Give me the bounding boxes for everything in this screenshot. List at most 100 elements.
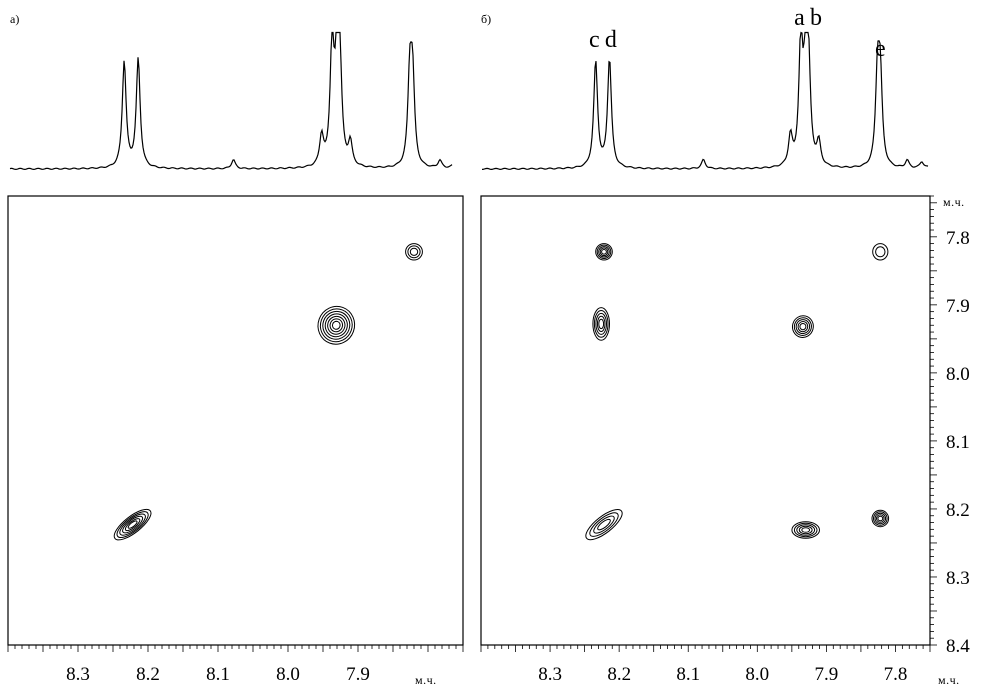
- x-tick-label-7.9: 7.9: [815, 664, 839, 685]
- contour-level: [595, 312, 608, 335]
- x-tick-label-8.1: 8.1: [206, 664, 230, 685]
- cross-peak-3: [592, 307, 611, 341]
- panel-b-x-tick-labels: 8.3 8.2 8.1 8.0 7.9 7.8: [538, 664, 907, 685]
- panel-b-1d-spectrum: [482, 31, 929, 171]
- contour-level: [324, 313, 348, 338]
- contour-level: [596, 315, 606, 332]
- contour-level: [124, 518, 141, 532]
- contour-level: [599, 247, 609, 257]
- contour-level: [592, 307, 611, 341]
- panel-b-y-unit: м.ч.: [943, 195, 965, 209]
- contour-level: [793, 317, 812, 336]
- contour-level: [791, 315, 814, 338]
- contour-level: [322, 310, 351, 340]
- contour-level: [796, 524, 816, 536]
- contour-level: [127, 520, 138, 529]
- contour-level: [409, 247, 419, 256]
- contour-level: [319, 308, 353, 343]
- cross-peak-7: [871, 509, 890, 528]
- cross-peak-2: [872, 243, 889, 261]
- contour-level: [317, 305, 356, 345]
- peak-label-d: d: [605, 27, 617, 53]
- panel-b-plot-frame: [480, 195, 931, 646]
- x-tick-label-8.0: 8.0: [276, 664, 300, 685]
- y-tick-label-8.2: 8.2: [946, 500, 970, 521]
- cross-peak-2: [317, 305, 356, 345]
- contour-level: [122, 515, 144, 534]
- panel-a-label: а): [10, 12, 19, 26]
- cross-peak-4: [791, 315, 814, 338]
- cross-peak-3: [113, 508, 152, 541]
- panel-a: а) 8.3 8.2 8.1 8.0 7.9 м.ч.: [7, 12, 464, 687]
- panel-b-label: б): [481, 12, 491, 26]
- panel-b-minor-ticks: [480, 195, 937, 652]
- contour-level: [597, 518, 611, 531]
- contour-level: [595, 243, 613, 261]
- contour-level: [585, 509, 623, 541]
- contour-level: [793, 522, 818, 538]
- panel-b: б) c d a b e 8.3 8.2 8.1 8.0 7.9 7.8 м.ч…: [480, 5, 970, 687]
- panel-a-x-unit: м.ч.: [415, 673, 437, 687]
- contour-level: [593, 515, 615, 534]
- y-tick-label-8.1: 8.1: [946, 432, 970, 453]
- panel-a-x-tick-labels: 8.3 8.2 8.1 8.0 7.9: [66, 664, 370, 685]
- panel-a-1d-spectrum: [9, 31, 453, 171]
- contour-level: [798, 525, 813, 535]
- contour-level: [598, 318, 605, 330]
- peak-label-a: a: [794, 5, 805, 31]
- contour-level: [791, 521, 821, 539]
- x-tick-label-8.2: 8.2: [136, 664, 160, 685]
- contour-level: [596, 244, 612, 260]
- contour-level: [795, 319, 811, 335]
- contour-level: [589, 512, 619, 537]
- panel-b-x-unit: м.ч.: [938, 673, 960, 687]
- cross-peak-1: [595, 243, 613, 261]
- contour-level: [405, 243, 423, 261]
- contour-level: [327, 315, 346, 335]
- y-tick-label-8.3: 8.3: [946, 568, 970, 589]
- panel-b-cross-peaks: [585, 243, 890, 541]
- contour-level: [598, 246, 610, 258]
- cross-peak-5: [585, 509, 623, 541]
- y-tick-label-8.0: 8.0: [946, 364, 970, 385]
- contour-level: [593, 310, 609, 338]
- panel-a-plot-frame: [7, 195, 464, 646]
- contour-level: [877, 515, 884, 522]
- x-tick-label-8.0: 8.0: [745, 664, 769, 685]
- contour-level: [119, 513, 146, 536]
- contour-level: [329, 318, 344, 333]
- panel-a-minor-ticks: [7, 645, 464, 652]
- contour-level: [871, 509, 890, 528]
- y-tick-label-8.4: 8.4: [946, 636, 970, 657]
- contour-level: [407, 245, 421, 259]
- cross-peak-1: [405, 243, 423, 261]
- contour-level: [875, 246, 886, 258]
- contour-level: [872, 243, 889, 261]
- panel-a-cross-peaks: [113, 243, 423, 541]
- x-tick-label-8.2: 8.2: [607, 664, 631, 685]
- contour-level: [601, 249, 607, 255]
- x-tick-label-7.8: 7.8: [884, 664, 908, 685]
- contour-level: [876, 514, 885, 523]
- x-tick-label-8.3: 8.3: [66, 664, 90, 685]
- y-tick-label-7.9: 7.9: [946, 296, 970, 317]
- peak-label-c: c: [589, 27, 600, 53]
- contour-level: [873, 511, 888, 526]
- peak-label-b: b: [810, 5, 822, 31]
- x-tick-label-7.9: 7.9: [346, 664, 370, 685]
- panel-b-y-tick-labels: 7.8 7.9 8.0 8.1 8.2 8.3 8.4: [946, 228, 970, 657]
- contour-level: [331, 320, 341, 330]
- contour-level: [116, 511, 149, 538]
- cross-peak-6: [791, 521, 821, 539]
- contour-level: [113, 508, 152, 541]
- contour-level: [799, 323, 807, 331]
- x-tick-label-8.3: 8.3: [538, 664, 562, 685]
- peak-label-e: e: [875, 36, 886, 62]
- contour-level: [797, 321, 809, 333]
- panel-b-peak-labels: c d a b e: [589, 5, 886, 62]
- x-tick-label-8.1: 8.1: [676, 664, 700, 685]
- y-tick-label-7.8: 7.8: [946, 228, 970, 249]
- contour-level: [801, 527, 811, 533]
- contour-level: [874, 512, 887, 525]
